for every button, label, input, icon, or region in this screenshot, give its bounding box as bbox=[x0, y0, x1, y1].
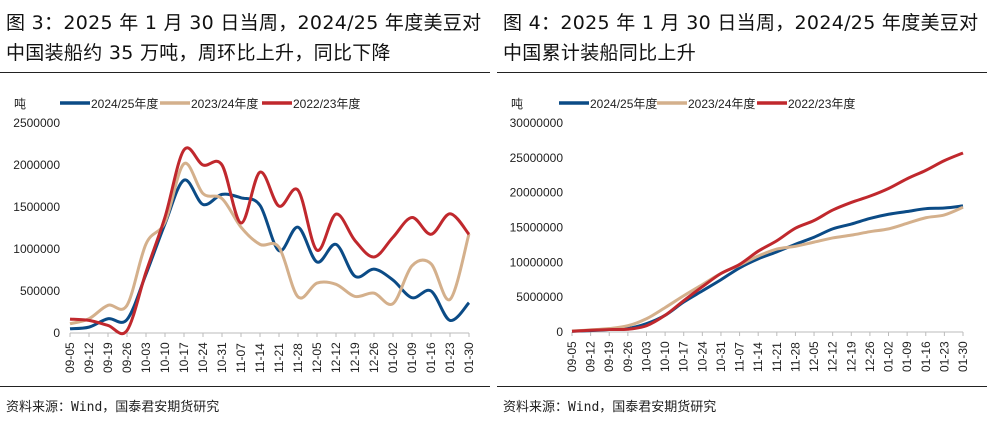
title-divider bbox=[0, 72, 490, 73]
series-line-2 bbox=[69, 146, 471, 336]
x-tick-label: 09-19 bbox=[602, 341, 616, 372]
x-tick-label: 10-24 bbox=[196, 342, 210, 373]
x-tick-label: 12-26 bbox=[367, 342, 381, 373]
legend-label: 2022/23年度 bbox=[293, 96, 360, 111]
x-tick-label: 09-05 bbox=[565, 341, 579, 372]
x-tick-label: 11-21 bbox=[770, 342, 784, 372]
y-tick-label: 500000 bbox=[20, 284, 60, 298]
y-tick-label: 10000000 bbox=[510, 255, 564, 269]
x-tick-label: 01-30 bbox=[956, 341, 970, 372]
source-divider bbox=[497, 386, 987, 387]
legend-label: 2024/25年度 bbox=[91, 96, 158, 111]
y-tick-label: 20000000 bbox=[510, 186, 564, 200]
x-tick-label: 10-03 bbox=[139, 342, 153, 373]
x-tick-label: 01-02 bbox=[386, 342, 400, 373]
x-tick-label: 12-26 bbox=[863, 341, 877, 372]
x-tick-label: 11-28 bbox=[788, 342, 802, 372]
x-tick-label: 09-12 bbox=[584, 341, 598, 372]
x-tick-label: 10-10 bbox=[158, 342, 172, 373]
x-tick-label: 10-17 bbox=[677, 341, 691, 372]
x-tick-label: 10-03 bbox=[639, 341, 653, 372]
x-tick-label: 09-05 bbox=[63, 342, 77, 373]
y-tick-label: 1000000 bbox=[13, 242, 60, 256]
legend-label: 2022/23年度 bbox=[788, 96, 855, 111]
legend-label: 2023/24年度 bbox=[688, 96, 755, 111]
series-line-1 bbox=[571, 205, 964, 333]
x-tick-label: 10-31 bbox=[714, 341, 728, 372]
x-tick-label: 12-12 bbox=[826, 341, 840, 372]
x-tick-label: 12-05 bbox=[310, 342, 324, 373]
x-tick-label: 09-26 bbox=[120, 342, 134, 373]
y-tick-label: 5000000 bbox=[516, 290, 563, 304]
y-tick-label: 15000000 bbox=[510, 221, 564, 235]
y-tick-label: 1500000 bbox=[13, 200, 60, 214]
x-tick-label: 11-28 bbox=[291, 343, 305, 373]
figure-4-chart: 吨 0 5000000 10000000 15000000 20000000 2500000… bbox=[510, 96, 970, 372]
x-tick-label: 11-14 bbox=[751, 342, 765, 372]
x-tick-label: 01-30 bbox=[462, 342, 476, 373]
figure-3-chart: 吨 0 500000 1000000 1500000 2000000 2500000 09-0… bbox=[13, 96, 476, 373]
x-tick-label: 01-23 bbox=[937, 341, 951, 372]
y-tick-label: 2000000 bbox=[13, 158, 60, 172]
x-tick-label: 01-16 bbox=[919, 341, 933, 372]
y-tick-label: 30000000 bbox=[510, 116, 564, 130]
x-tick-label: 12-19 bbox=[844, 341, 858, 372]
series-line-0 bbox=[69, 178, 471, 331]
figure-4-source: 资料来源：Wind，国泰君安期货研究 bbox=[503, 400, 717, 415]
figure-3-title: 图 3：2025 年 1 月 30 日当周，2024/25 年度美豆对中国装船约… bbox=[6, 12, 482, 64]
x-tick-label: 09-12 bbox=[82, 342, 96, 373]
x-tick-label: 09-19 bbox=[101, 342, 115, 373]
title-divider bbox=[497, 72, 987, 73]
x-tick-label: 11-07 bbox=[733, 342, 747, 372]
figure-3-source: 资料来源：Wind，国泰君安期货研究 bbox=[6, 400, 220, 415]
x-tick-label: 12-19 bbox=[348, 342, 362, 373]
y-tick-label: 2500000 bbox=[13, 116, 60, 130]
x-tick-label: 12-05 bbox=[807, 341, 821, 372]
y-tick-label: 0 bbox=[556, 325, 563, 339]
x-tick-label: 10-17 bbox=[177, 342, 191, 373]
x-tick-label: 01-23 bbox=[443, 342, 457, 373]
x-tick-label: 09-26 bbox=[621, 341, 635, 372]
legend-label: 2024/25年度 bbox=[590, 96, 657, 111]
x-tick-label: 11-21 bbox=[272, 343, 286, 373]
x-tick-label: 10-24 bbox=[695, 341, 709, 372]
y-unit-label: 吨 bbox=[14, 97, 26, 111]
y-tick-label: 0 bbox=[53, 326, 60, 340]
figure-4-title: 图 4：2025 年 1 月 30 日当周，2024/25 年度美豆对中国累计装… bbox=[503, 12, 979, 64]
x-tick-label: 10-31 bbox=[215, 342, 229, 373]
figure-3-panel: 图 3：2025 年 1 月 30 日当周，2024/25 年度美豆对中国装船约… bbox=[0, 0, 490, 427]
y-unit-label: 吨 bbox=[511, 97, 523, 111]
y-tick-label: 25000000 bbox=[510, 151, 564, 165]
x-tick-label: 10-10 bbox=[658, 341, 672, 372]
series-line-2 bbox=[571, 151, 964, 333]
x-tick-label: 01-16 bbox=[424, 342, 438, 373]
figure-4-panel: 图 4：2025 年 1 月 30 日当周，2024/25 年度美豆对中国累计装… bbox=[497, 0, 987, 427]
x-tick-label: 01-02 bbox=[882, 341, 896, 372]
x-tick-label: 01-09 bbox=[900, 341, 914, 372]
legend-label: 2023/24年度 bbox=[191, 96, 258, 111]
series-line-1 bbox=[69, 161, 471, 326]
x-tick-label: 11-07 bbox=[234, 343, 248, 373]
x-tick-label: 01-09 bbox=[405, 342, 419, 373]
x-tick-label: 11-14 bbox=[253, 343, 267, 373]
source-divider bbox=[0, 386, 490, 387]
x-tick-label: 12-12 bbox=[329, 342, 343, 373]
